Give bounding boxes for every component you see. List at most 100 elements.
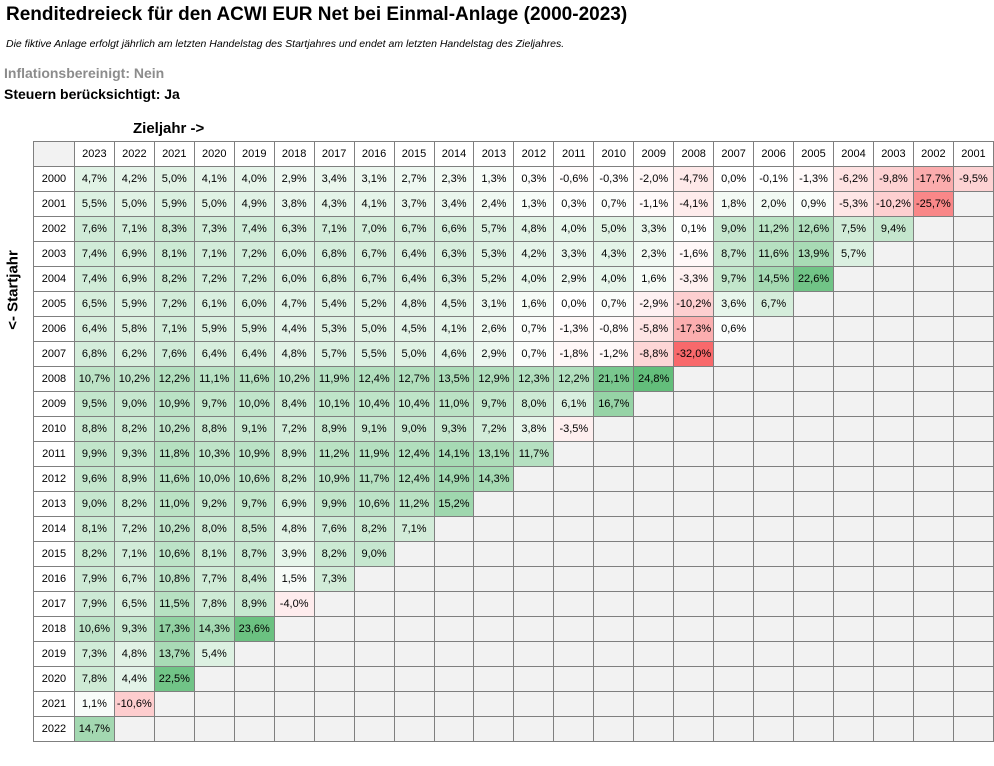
empty-cell: [513, 466, 555, 492]
return-cell: 5,5%: [73, 191, 115, 217]
return-cell: 9,5%: [73, 391, 115, 417]
return-cell: 12,9%: [473, 366, 515, 392]
return-cell: -17,7%: [912, 166, 954, 192]
return-cell: 22,6%: [793, 266, 835, 292]
return-cell: -3,3%: [673, 266, 715, 292]
empty-cell: [952, 666, 994, 692]
return-cell: 8,2%: [73, 541, 115, 567]
start-year-row: 2016 7,9% 6,7% 10,8% 7,7% 8,4% 1,5% 7,3%: [33, 566, 994, 592]
return-cell: 5,0%: [113, 191, 155, 217]
return-cell: 17,3%: [153, 616, 195, 642]
empty-cell: [793, 716, 835, 742]
return-cell: 8,2%: [113, 491, 155, 517]
empty-cell: [912, 541, 954, 567]
empty-cell: [473, 666, 515, 692]
start-year-row: 2003 7,4% 6,9% 8,1% 7,1% 7,2% 6,0% 6,8% 6,7% 6,4%…: [33, 241, 994, 267]
start-year-header: 2018: [33, 616, 75, 642]
empty-cell: [912, 566, 954, 592]
return-cell: 16,7%: [593, 391, 635, 417]
return-cell: 6,3%: [433, 266, 475, 292]
empty-cell: [793, 566, 835, 592]
return-cell: 9,3%: [113, 441, 155, 467]
start-year-header: 2022: [33, 716, 75, 742]
return-cell: 4,5%: [433, 291, 475, 317]
empty-cell: [553, 541, 595, 567]
empty-cell: [513, 666, 555, 692]
empty-cell: [553, 691, 595, 717]
return-cell: 3,4%: [433, 191, 475, 217]
return-cell: 8,8%: [73, 416, 115, 442]
return-cell: 11,9%: [313, 366, 355, 392]
return-cell: 10,6%: [233, 466, 275, 492]
return-cell: 10,4%: [353, 391, 395, 417]
return-cell: 6,8%: [313, 241, 355, 267]
return-triangle-table: 2023 2022 2021 2020 2019 2018 2017 2016 2015 2014…: [33, 141, 994, 742]
empty-cell: [473, 691, 515, 717]
empty-cell: [952, 716, 994, 742]
start-year-header: 2021: [33, 691, 75, 717]
return-cell: 10,6%: [153, 541, 195, 567]
return-cell: 11,8%: [153, 441, 195, 467]
return-cell: 13,7%: [153, 641, 195, 667]
empty-cell: [793, 641, 835, 667]
return-cell: 8,4%: [273, 391, 315, 417]
empty-cell: [513, 716, 555, 742]
return-cell: 10,4%: [393, 391, 435, 417]
empty-cell: [433, 666, 475, 692]
target-year-header: 2023: [73, 141, 115, 167]
return-cell: 4,0%: [553, 216, 595, 242]
empty-cell: [313, 641, 355, 667]
return-cell: 12,3%: [513, 366, 555, 392]
return-cell: 0,0%: [553, 291, 595, 317]
empty-cell: [673, 491, 715, 517]
empty-cell: [633, 491, 675, 517]
return-cell: 0,3%: [553, 191, 595, 217]
empty-cell: [753, 691, 795, 717]
return-cell: 5,2%: [353, 291, 395, 317]
empty-cell: [313, 666, 355, 692]
empty-cell: [513, 641, 555, 667]
empty-cell: [912, 216, 954, 242]
empty-cell: [553, 491, 595, 517]
empty-cell: [513, 566, 555, 592]
return-cell: -4,0%: [273, 591, 315, 617]
return-cell: 12,6%: [793, 216, 835, 242]
empty-cell: [872, 466, 914, 492]
return-cell: 10,6%: [73, 616, 115, 642]
return-cell: 9,1%: [233, 416, 275, 442]
start-year-row: 2018 10,6% 9,3% 17,3% 14,3% 23,6%: [33, 616, 994, 642]
start-year-header: 2017: [33, 591, 75, 617]
empty-cell: [872, 516, 914, 542]
empty-cell: [633, 466, 675, 492]
return-cell: 6,0%: [273, 241, 315, 267]
return-cell: 8,0%: [513, 391, 555, 417]
empty-cell: [593, 666, 635, 692]
return-cell: 6,3%: [433, 241, 475, 267]
target-year-header: 2006: [753, 141, 795, 167]
empty-cell: [753, 316, 795, 342]
empty-cell: [393, 666, 435, 692]
return-cell: 5,0%: [593, 216, 635, 242]
return-cell: 5,9%: [153, 191, 195, 217]
return-cell: 9,6%: [73, 466, 115, 492]
empty-cell: [633, 691, 675, 717]
empty-cell: [633, 516, 675, 542]
empty-cell: [473, 616, 515, 642]
empty-cell: [912, 416, 954, 442]
empty-cell: [872, 416, 914, 442]
return-cell: -0,8%: [593, 316, 635, 342]
empty-cell: [473, 716, 515, 742]
empty-cell: [153, 691, 195, 717]
return-cell: 9,7%: [233, 491, 275, 517]
empty-cell: [952, 341, 994, 367]
return-cell: 0,7%: [513, 341, 555, 367]
empty-cell: [713, 716, 755, 742]
return-cell: 0,0%: [713, 166, 755, 192]
return-cell: 24,8%: [633, 366, 675, 392]
empty-cell: [952, 441, 994, 467]
start-year-header: 2020: [33, 666, 75, 692]
empty-cell: [433, 591, 475, 617]
empty-cell: [633, 541, 675, 567]
return-cell: 7,2%: [113, 516, 155, 542]
start-year-header: 2014: [33, 516, 75, 542]
